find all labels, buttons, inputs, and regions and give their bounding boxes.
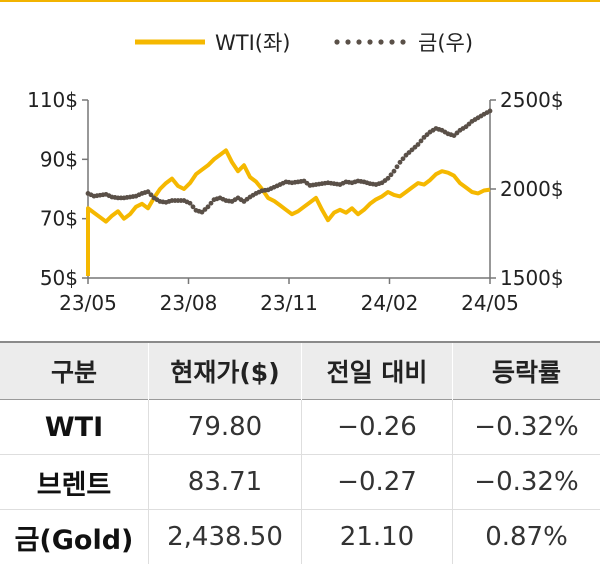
wti-series-line: [88, 150, 490, 276]
gold-series-point: [488, 109, 493, 114]
left-tick-label: 50$: [40, 266, 78, 290]
table-header-row: 구분 현재가($) 전일 대비 등락률: [0, 342, 600, 400]
daily-change-cell: −0.27: [302, 455, 453, 510]
header-category: 구분: [0, 342, 149, 400]
legend-gold-swatch-dot: [389, 39, 394, 44]
left-tick-label: 70$: [40, 207, 78, 231]
table-row-brent: 브렌트 83.71 −0.27 −0.32%: [0, 455, 600, 510]
price-table: 구분 현재가($) 전일 대비 등락률 WTI 79.80 −0.26 −0.3…: [0, 341, 600, 564]
right-tick-label: 1500$: [500, 266, 564, 290]
legend-gold-swatch-dot: [356, 39, 361, 44]
legend-wti-label: WTI(좌): [215, 31, 291, 55]
daily-change-cell: 21.10: [302, 510, 453, 564]
table-row-wti: WTI 79.80 −0.26 −0.32%: [0, 400, 600, 455]
left-tick-label: 110$: [27, 88, 78, 112]
x-tick-label: 23/11: [260, 291, 318, 315]
current-price-cell: 83.71: [149, 455, 302, 510]
right-tick-label: 2000$: [500, 177, 564, 201]
x-tick-label: 24/02: [361, 291, 419, 315]
legend-gold-swatch-dot: [400, 39, 405, 44]
right-tick-label: 2500$: [500, 88, 564, 112]
x-tick-label: 23/08: [160, 291, 218, 315]
legend-gold-label: 금(우): [418, 31, 473, 55]
x-tick-label: 24/05: [461, 291, 519, 315]
current-price-cell: 2,438.50: [149, 510, 302, 564]
dual-axis-line-chart: 110$ 90$ 70$ 50$ 2500$ 2000$ 1500$ 23/05 23/08 23…: [0, 0, 600, 335]
daily-change-cell: −0.26: [302, 400, 453, 455]
change-rate-cell: −0.32%: [453, 455, 600, 510]
row-label: 금(Gold): [0, 510, 149, 564]
current-price-cell: 79.80: [149, 400, 302, 455]
table-row-gold: 금(Gold) 2,438.50 21.10 0.87%: [0, 510, 600, 564]
header-change-rate: 등락률: [453, 342, 600, 400]
legend-gold-swatch-dot: [367, 39, 372, 44]
legend-gold-swatch-dot: [345, 39, 350, 44]
row-label: WTI: [0, 400, 149, 455]
gold-series-point: [395, 164, 400, 169]
change-rate-cell: −0.32%: [453, 400, 600, 455]
change-rate-cell: 0.87%: [453, 510, 600, 564]
legend-gold-swatch-dot: [334, 39, 339, 44]
legend-gold-swatch-dot: [378, 39, 383, 44]
left-tick-label: 90$: [40, 147, 78, 171]
header-daily-change: 전일 대비: [302, 342, 453, 400]
gold-series-point: [392, 169, 397, 174]
x-tick-label: 23/05: [59, 291, 117, 315]
header-current-price: 현재가($): [149, 342, 302, 400]
row-label: 브렌트: [0, 455, 149, 510]
